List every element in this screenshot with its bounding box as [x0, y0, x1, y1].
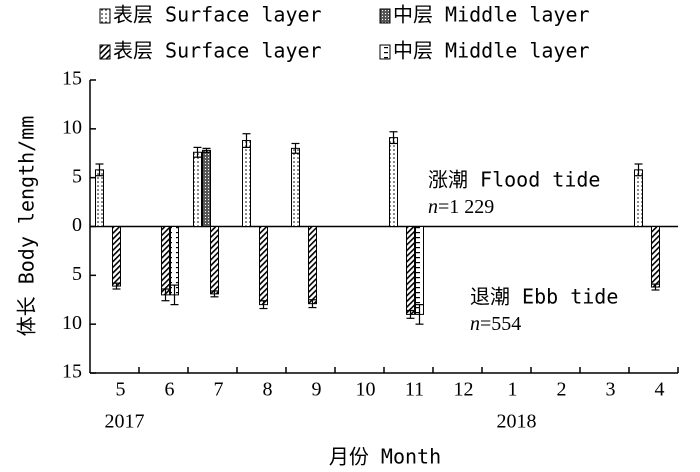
legend-swatch — [379, 44, 391, 60]
bar — [242, 140, 251, 227]
bar — [634, 169, 643, 227]
x-axis-label: 月份 Month — [329, 445, 441, 469]
y-tick-label: 5 — [72, 263, 82, 285]
bar — [202, 149, 211, 228]
bar — [308, 226, 317, 305]
error-bar — [406, 309, 415, 319]
error-bar — [259, 300, 268, 310]
annotation-title: 退潮 Ebb tide — [470, 285, 618, 309]
legend-label: 表层 Surface layer — [113, 3, 322, 27]
x-tick-label: 3 — [606, 379, 616, 401]
annotation-count: n=1 229 — [428, 196, 494, 218]
bar — [651, 226, 660, 288]
error-bar — [651, 283, 660, 291]
count-symbol: n — [428, 196, 438, 218]
y-tick-label: 5 — [72, 165, 82, 187]
bar — [259, 226, 268, 306]
y-tick-label: 10 — [62, 312, 82, 334]
bar — [161, 226, 170, 296]
error-bar — [291, 142, 300, 154]
y-tick-label: 10 — [62, 116, 82, 138]
error-bar — [202, 147, 211, 153]
x-tick-label: 5 — [116, 379, 126, 401]
legend-label: 中层 Middle layer — [393, 3, 590, 27]
count-value: =1 229 — [438, 196, 494, 218]
x-tick-label: 4 — [655, 379, 665, 401]
error-bar — [170, 284, 179, 306]
bar — [193, 151, 202, 227]
bar — [415, 226, 424, 315]
error-bar — [308, 299, 317, 309]
x-tick-label: 10 — [356, 379, 376, 401]
bar — [389, 137, 398, 227]
x-tick-label: 7 — [214, 379, 224, 401]
legend-swatch — [99, 8, 111, 24]
legend-label: 表层 Surface layer — [113, 39, 322, 63]
x-tick-label: 6 — [165, 379, 175, 401]
bar — [112, 226, 121, 287]
x-tick-label: 12 — [454, 379, 474, 401]
year-label: 2018 — [497, 411, 537, 433]
error-bar — [415, 304, 424, 325]
error-bar — [389, 131, 398, 145]
legend-label: 中层 Middle layer — [393, 39, 590, 63]
x-tick-label: 11 — [405, 379, 424, 401]
error-bar — [161, 288, 170, 302]
count-value: =554 — [480, 313, 521, 335]
bar — [406, 226, 415, 315]
annotation-title: 涨潮 Flood tide — [428, 168, 600, 192]
error-bar — [634, 163, 643, 177]
y-tick-label: 15 — [62, 361, 82, 383]
error-bar — [210, 290, 219, 298]
error-bar — [242, 133, 251, 148]
legend-swatch — [379, 8, 391, 24]
x-tick-label: 1 — [508, 379, 518, 401]
error-bar — [112, 282, 121, 290]
y-tick-label: 15 — [62, 68, 82, 90]
annotation-count: n=554 — [470, 313, 521, 335]
x-tick-label: 9 — [312, 379, 322, 401]
bar — [291, 147, 300, 227]
bar — [95, 169, 104, 227]
x-tick-label: 8 — [263, 379, 273, 401]
error-bar — [193, 146, 202, 158]
y-axis-label: 体长 Body length/mm — [15, 116, 39, 337]
year-label: 2017 — [105, 411, 145, 433]
y-tick-label: 0 — [72, 214, 82, 236]
error-bar — [95, 163, 104, 177]
legend-swatch — [99, 44, 111, 60]
count-symbol: n — [470, 313, 480, 335]
bar — [210, 226, 219, 295]
x-tick-label: 2 — [557, 379, 567, 401]
